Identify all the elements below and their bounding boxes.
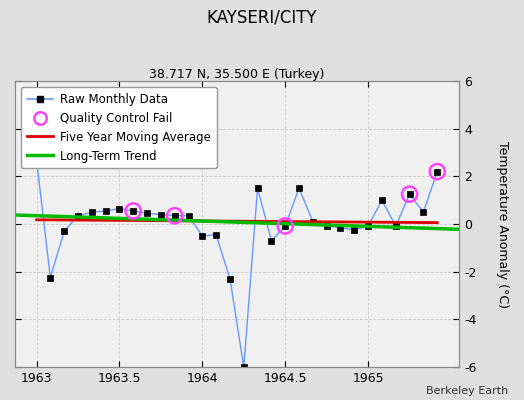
Point xyxy=(170,212,179,219)
Point xyxy=(32,156,41,163)
Point xyxy=(281,223,289,229)
Point xyxy=(433,168,441,175)
Text: KAYSERI/CITY: KAYSERI/CITY xyxy=(206,8,318,26)
Legend: Raw Monthly Data, Quality Control Fail, Five Year Moving Average, Long-Term Tren: Raw Monthly Data, Quality Control Fail, … xyxy=(21,87,216,168)
Point xyxy=(406,191,414,198)
Y-axis label: Temperature Anomaly (°C): Temperature Anomaly (°C) xyxy=(496,140,509,308)
Title: 38.717 N, 35.500 E (Turkey): 38.717 N, 35.500 E (Turkey) xyxy=(149,68,325,81)
Text: Berkeley Earth: Berkeley Earth xyxy=(426,386,508,396)
Point xyxy=(129,208,137,214)
